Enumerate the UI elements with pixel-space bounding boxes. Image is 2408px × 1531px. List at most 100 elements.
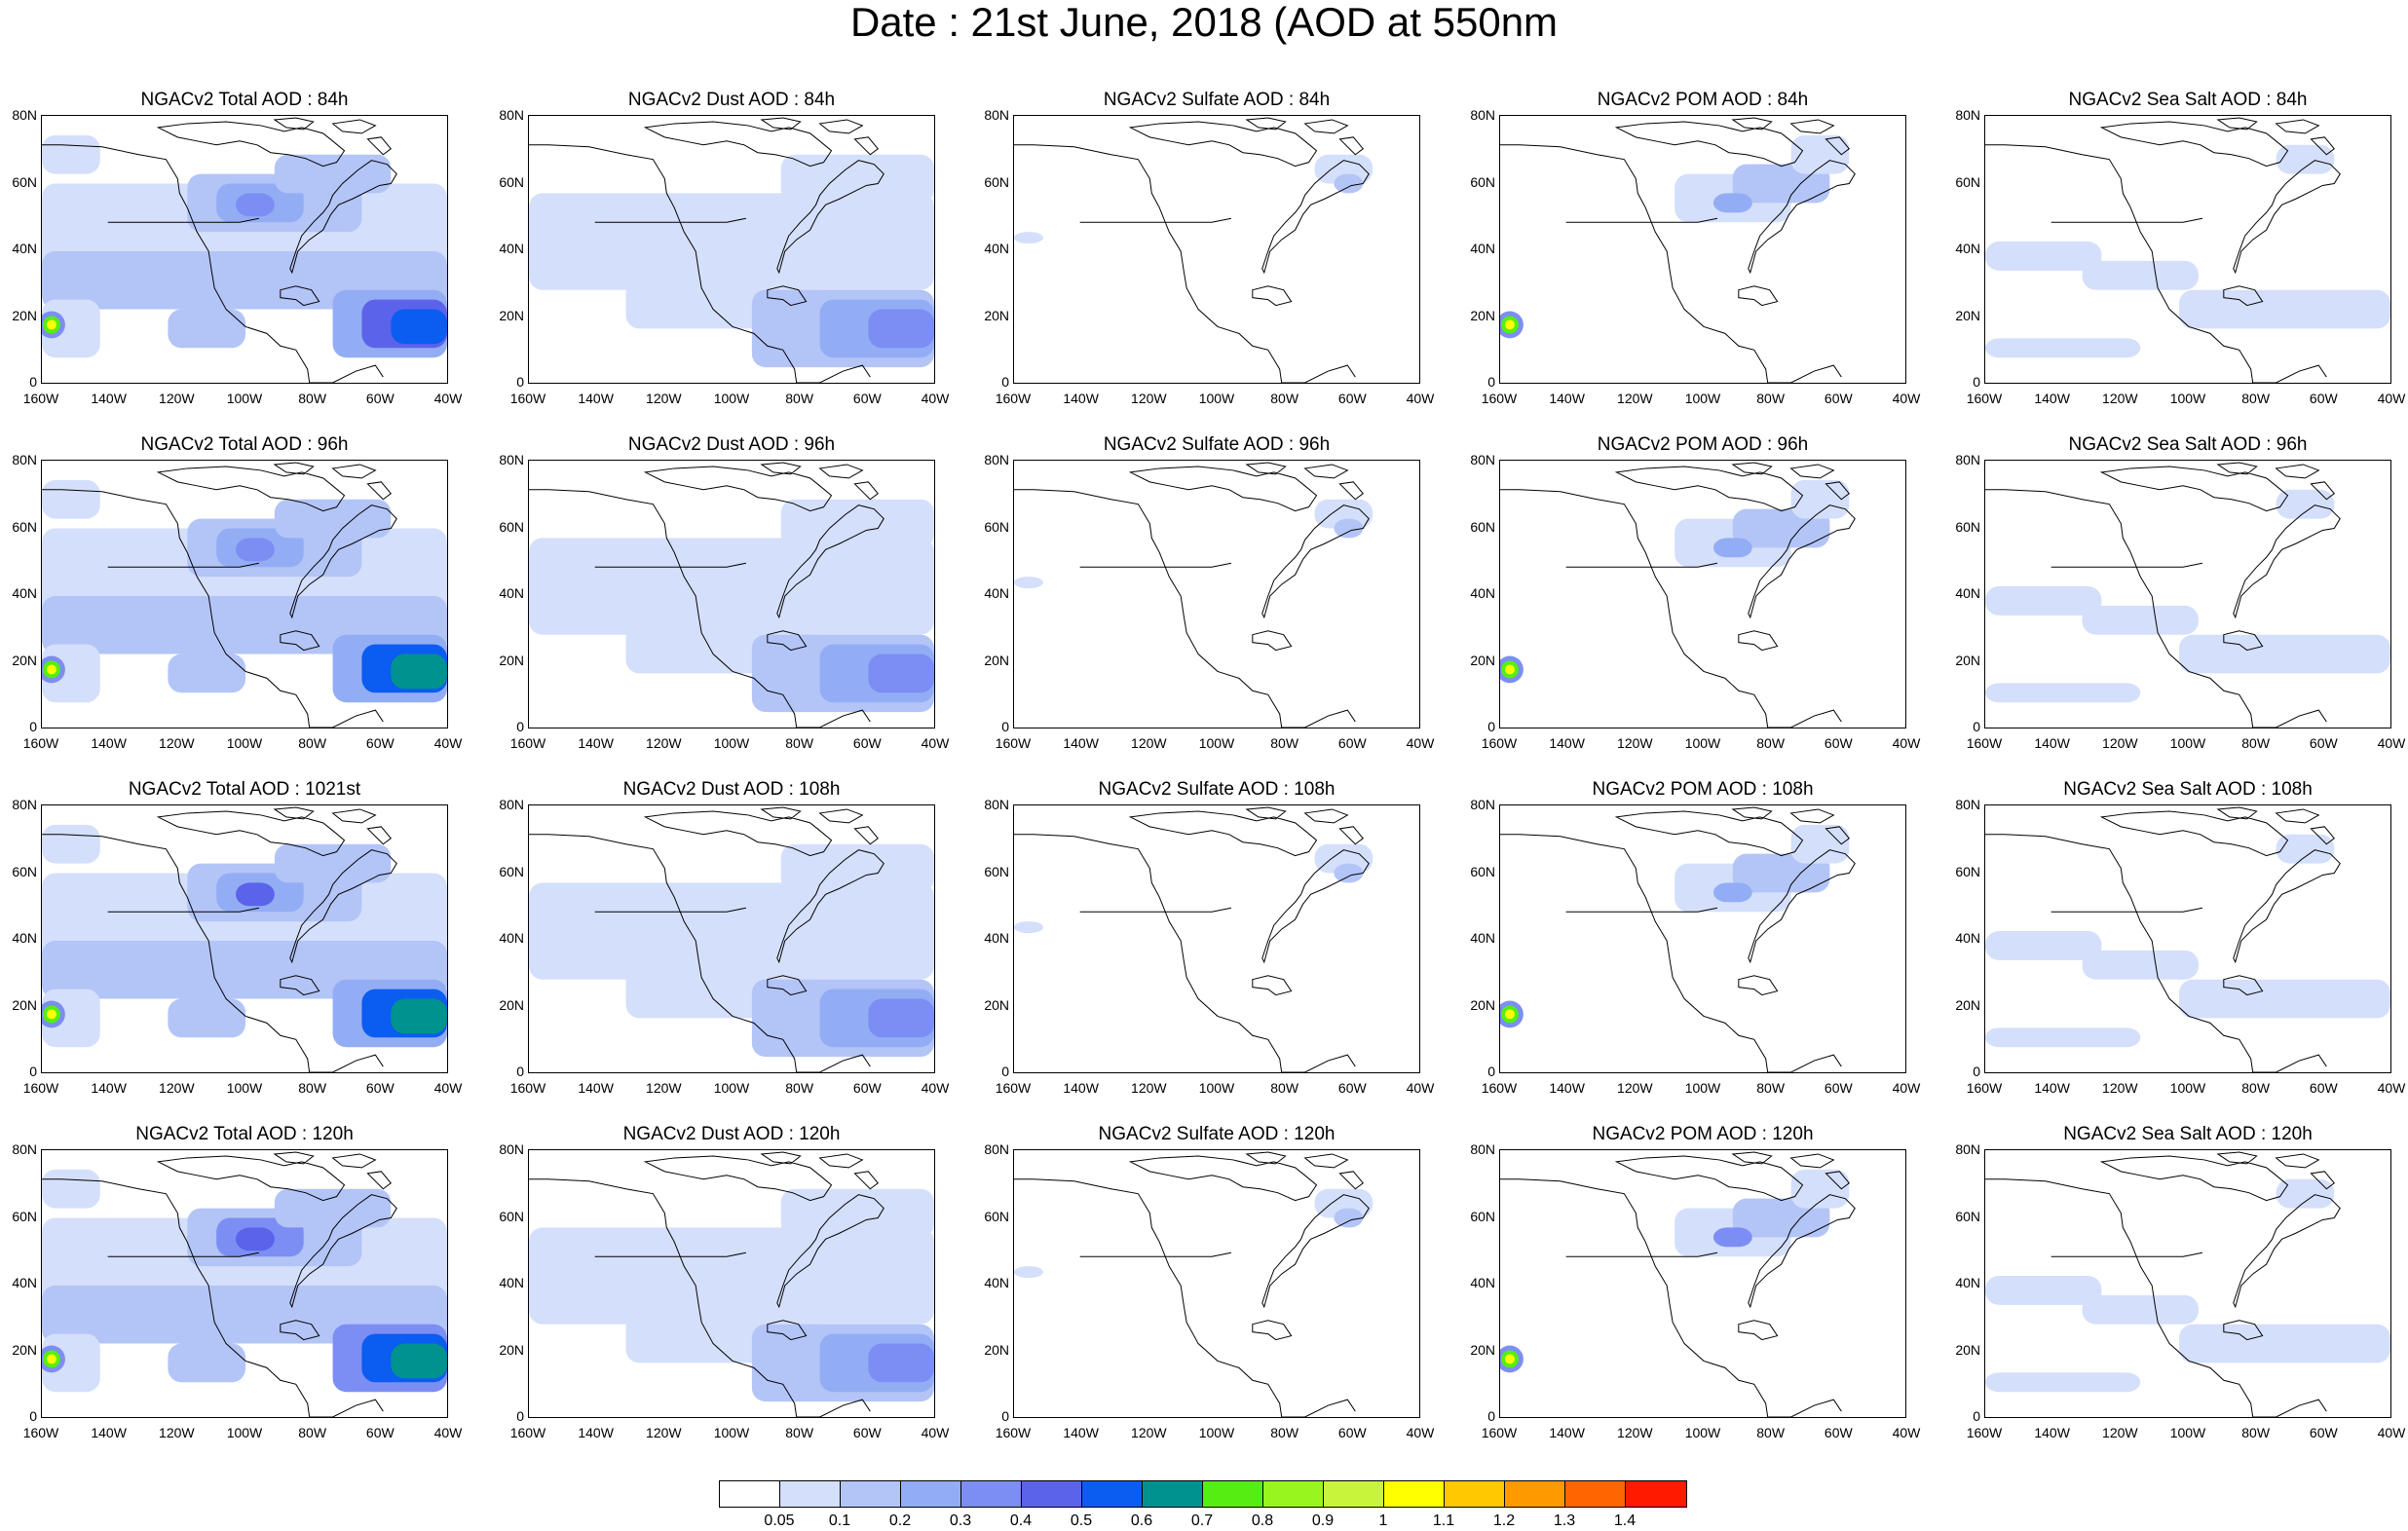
aod-map — [1013, 115, 1420, 384]
coastline — [42, 462, 397, 728]
y-tick-label: 40N — [984, 585, 1009, 601]
aod-shading-patch — [274, 154, 392, 194]
y-tick-label: 40N — [12, 930, 37, 946]
x-tick-label: 120W — [646, 1425, 682, 1440]
aod-map — [528, 804, 935, 1073]
aod-field-svg — [529, 462, 934, 728]
aod-shading-patch — [42, 824, 100, 864]
x-tick-label: 140W — [91, 735, 127, 751]
y-tick-label: 60N — [499, 518, 524, 535]
y-tick-label: 40N — [1470, 585, 1495, 601]
x-tick-label: 80W — [298, 1080, 327, 1096]
x-tick-label: 100W — [1198, 1080, 1235, 1096]
y-tick-label: 20N — [12, 652, 37, 668]
aod-shading-patch — [2276, 144, 2335, 174]
aod-shading-patch — [236, 193, 275, 217]
x-tick-label: 40W — [1892, 391, 1921, 406]
aod-map — [1499, 804, 1906, 1073]
aod-shading-patch — [2179, 289, 2390, 329]
coastline — [1014, 462, 1370, 728]
x-tick-label: 40W — [921, 1080, 950, 1096]
x-tick-label: 80W — [1756, 1080, 1786, 1096]
x-tick-label: 40W — [433, 391, 463, 406]
y-tick-label: 0 — [516, 1408, 524, 1424]
x-tick-label: 40W — [1892, 1080, 1921, 1096]
y-tick-label: 0 — [1973, 1408, 1980, 1424]
x-tick-label: 140W — [2034, 391, 2070, 406]
x-tick-label: 120W — [1617, 391, 1653, 406]
y-tick-label: 40N — [1955, 241, 1980, 256]
aod-shading-patch — [1014, 921, 1043, 934]
panel-title: NGACv2 Total AOD : 84h — [140, 90, 349, 110]
aod-shading-patch — [1712, 538, 1752, 558]
figure-title: Date : 21st June, 2018 (AOD at 550nm — [849, 0, 1559, 45]
x-tick-label: 100W — [1684, 1080, 1721, 1096]
coastline — [42, 1151, 397, 1417]
aod-shading-patch — [391, 1343, 447, 1379]
x-tick-label: 80W — [785, 391, 814, 406]
x-tick-label: 100W — [2169, 1080, 2206, 1096]
x-tick-label: 120W — [159, 1425, 195, 1440]
aod-field-svg — [529, 806, 934, 1072]
x-tick-label: 160W — [995, 1425, 1032, 1440]
y-tick-label: 40N — [499, 1275, 524, 1290]
y-tick-label: 0 — [29, 719, 37, 734]
y-tick-label: 40N — [1470, 1275, 1495, 1290]
coastline — [1985, 1151, 2341, 1417]
x-tick-label: 60W — [2309, 1425, 2338, 1440]
x-tick-label: 160W — [995, 1080, 1032, 1096]
x-tick-label: 140W — [1549, 1080, 1585, 1096]
y-tick-label: 0 — [1001, 374, 1009, 390]
aod-shading-patch — [1334, 173, 1364, 194]
colorbar-label: 1.2 — [1492, 1512, 1516, 1529]
aod-map — [1984, 460, 2391, 728]
x-tick-label: 80W — [2241, 1080, 2271, 1096]
x-tick-label: 60W — [365, 1425, 395, 1440]
aod-shading-patch — [1712, 193, 1752, 213]
y-tick-label: 40N — [12, 585, 37, 601]
map-panel: NGACv2 Sea Salt AOD : 84h 80N 60N 40N 20N 0 16… — [1943, 90, 2408, 411]
y-tick-label: 40N — [499, 930, 524, 946]
x-tick-label: 140W — [1549, 1425, 1585, 1440]
aod-shading-patch — [868, 1343, 934, 1383]
coastline — [42, 117, 397, 383]
y-tick-label: 20N — [984, 307, 1009, 323]
y-tick-label: 40N — [1955, 585, 1980, 601]
panel-title: NGACv2 Sulfate AOD : 84h — [1103, 90, 1331, 110]
x-tick-label: 100W — [1684, 391, 1721, 406]
aod-shading-patch — [236, 538, 275, 562]
y-tick-label: 0 — [516, 374, 524, 390]
colorbar-label: 0.6 — [1130, 1512, 1153, 1529]
y-tick-label: 60N — [984, 863, 1009, 879]
aod-field-svg — [1500, 462, 1856, 728]
y-tick-label: 80N — [1470, 1141, 1495, 1157]
colorbar-label: 1.1 — [1432, 1512, 1455, 1529]
y-tick-label: 80N — [984, 1141, 1009, 1157]
panel-title: NGACv2 Dust AOD : 108h — [622, 779, 841, 800]
x-tick-label: 40W — [921, 735, 950, 751]
y-tick-label: 0 — [1487, 1408, 1495, 1424]
aod-map — [41, 460, 448, 728]
x-tick-label: 80W — [1270, 1425, 1299, 1440]
y-tick-label: 60N — [499, 1208, 524, 1224]
aod-field-svg — [529, 117, 934, 383]
y-tick-label: 80N — [1955, 1141, 1980, 1157]
panel-title: NGACv2 Sulfate AOD : 108h — [1098, 779, 1336, 800]
aod-shading-patch — [1732, 508, 1830, 548]
map-panel: NGACv2 Sea Salt AOD : 96h 80N 60N 40N 20N 0 16… — [1943, 434, 2408, 756]
x-tick-label: 160W — [509, 1080, 546, 1096]
panel-title: NGACv2 POM AOD : 96h — [1597, 434, 1809, 455]
map-panel: NGACv2 Dust AOD : 108h 80N 60N 40N 20N 0 160W 1… — [487, 779, 974, 1101]
colorbar-label: 0.2 — [888, 1512, 912, 1529]
colorbar-swatch — [720, 1481, 780, 1507]
y-tick-label: 40N — [984, 1275, 1009, 1290]
x-tick-label: 140W — [91, 1080, 127, 1096]
x-tick-label: 120W — [2102, 1080, 2138, 1096]
coastline — [1500, 117, 1856, 383]
y-tick-label: 60N — [499, 173, 524, 190]
aod-shading-patch — [1790, 134, 1850, 174]
aod-shading-patch — [1985, 1372, 2141, 1393]
x-tick-label: 40W — [1892, 1425, 1921, 1440]
aod-shading-patch — [2276, 834, 2335, 864]
aod-field-svg — [42, 806, 447, 1072]
